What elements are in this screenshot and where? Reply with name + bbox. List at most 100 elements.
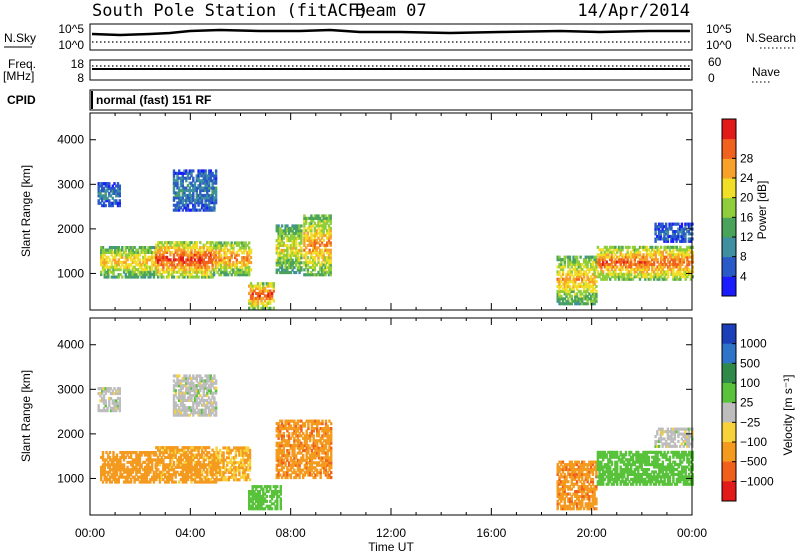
power-cell [133, 253, 136, 257]
velocity-cell [100, 465, 103, 469]
velocity-cell [172, 468, 176, 472]
velocity-cell [570, 472, 573, 476]
power-cell [656, 225, 659, 229]
velocity-cell [300, 471, 303, 475]
velocity-cell [277, 451, 280, 455]
velocity-cell [279, 434, 282, 438]
velocity-cell [298, 451, 301, 455]
power-cell [681, 263, 684, 267]
power-cell [305, 229, 308, 233]
power-cell [619, 265, 622, 269]
power-cell [670, 272, 673, 276]
velocity-cell [193, 460, 197, 464]
power-cell [284, 226, 287, 230]
power-cell [303, 241, 306, 245]
velocity-cell [119, 470, 122, 474]
power-cell [556, 265, 559, 269]
power-cell [656, 234, 659, 238]
power-cell [607, 255, 610, 259]
power-cell [185, 193, 188, 197]
power-cell [320, 214, 324, 218]
velocity-cell [596, 465, 600, 469]
power-cell [169, 260, 172, 264]
power-echo-region [303, 214, 332, 277]
power-cell [115, 189, 118, 193]
velocity-cell [300, 456, 303, 460]
velocity-cell [256, 485, 260, 489]
power-cell [327, 256, 331, 260]
velocity-cell [192, 465, 195, 469]
power-cell [199, 174, 202, 178]
velocity-cell [121, 455, 124, 459]
power-cell [647, 265, 650, 269]
power-cell [199, 248, 202, 252]
velocity-cell [568, 492, 572, 496]
velocity-cell [247, 453, 250, 457]
power-cell [574, 297, 577, 301]
power-cell [306, 256, 310, 260]
velocity-cell [160, 473, 163, 477]
power-cell [595, 294, 598, 298]
power-cell [234, 273, 237, 277]
power-cell [190, 196, 193, 200]
power-cell [190, 263, 193, 267]
power-cell [200, 203, 204, 207]
velocity-cell [584, 492, 587, 496]
power-cell [246, 253, 249, 257]
velocity-cell [589, 504, 593, 508]
power-cell [260, 301, 263, 305]
velocity-cell [598, 470, 601, 474]
velocity-cell [256, 497, 260, 501]
velocity-cell [321, 419, 324, 423]
velocity-cell [129, 473, 133, 477]
velocity-cell [293, 449, 296, 453]
velocity-cell [155, 470, 158, 474]
velocity-cell [603, 453, 607, 457]
power-cell [305, 236, 308, 240]
power-cell [574, 282, 577, 286]
velocity-cell [312, 466, 315, 470]
velocity-cell [206, 453, 209, 457]
velocity-cell [556, 494, 559, 498]
power-cell [202, 246, 205, 250]
power-cell [97, 191, 100, 195]
power-cell [656, 227, 659, 231]
velocity-cell [558, 460, 561, 464]
velocity-cell [152, 458, 156, 462]
power-cell [595, 267, 598, 271]
power-cell [294, 251, 298, 255]
power-cell [209, 270, 212, 274]
velocity-cell [162, 470, 165, 474]
power-cell [204, 253, 207, 257]
power-cell [586, 287, 589, 291]
velocity-cell [195, 470, 198, 474]
velocity-cell [195, 465, 198, 469]
power-cell [209, 193, 212, 197]
power-cell [659, 275, 663, 279]
velocity-cell [279, 473, 282, 477]
power-cell [684, 270, 687, 274]
velocity-cell [326, 427, 329, 431]
power-cell [617, 272, 621, 276]
velocity-cell [224, 478, 227, 482]
velocity-cell [126, 473, 129, 477]
power-cell [679, 275, 682, 279]
power-cell [124, 248, 127, 252]
velocity-cell [227, 478, 231, 482]
power-cell [327, 273, 331, 277]
velocity-cell [249, 504, 253, 508]
power-cell [214, 171, 218, 175]
power-cell [207, 258, 211, 262]
velocity-cell [248, 466, 252, 470]
velocity-cell [563, 497, 566, 501]
power-cell [197, 201, 200, 205]
power-cell [605, 267, 608, 271]
power-cell [329, 268, 332, 272]
velocity-cell [207, 460, 211, 464]
velocity-cell [128, 470, 131, 474]
power-cell [155, 248, 158, 252]
power-cell [305, 238, 308, 242]
power-cell [270, 291, 274, 295]
power-cell [684, 255, 687, 259]
power-cell [593, 299, 596, 303]
